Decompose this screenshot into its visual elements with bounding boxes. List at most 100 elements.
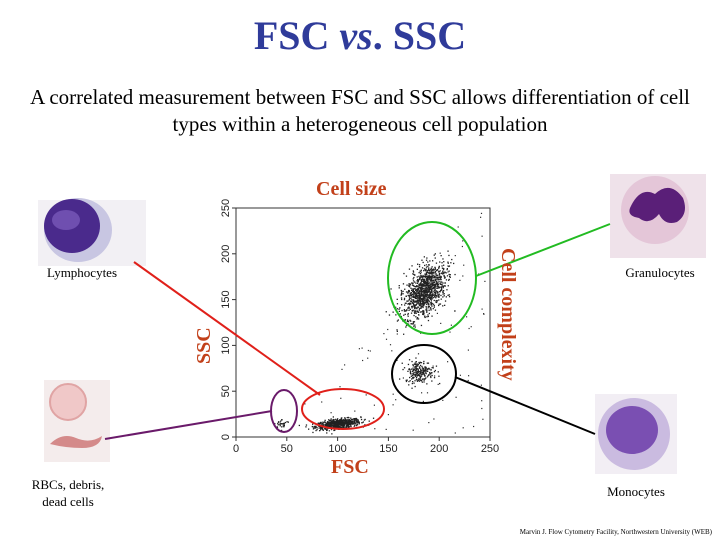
data-point [437, 293, 439, 295]
data-point [414, 373, 417, 376]
data-point [283, 422, 285, 424]
data-point [442, 268, 445, 271]
data-point [411, 307, 413, 309]
data-point [420, 307, 422, 309]
data-point [334, 422, 337, 424]
data-point [422, 284, 424, 286]
data-point [435, 279, 437, 282]
data-point [338, 422, 340, 424]
data-point [448, 278, 450, 281]
data-point [357, 420, 359, 422]
x-tick-label: 200 [430, 443, 448, 455]
data-point [428, 269, 431, 271]
data-point [409, 297, 411, 299]
fsc-axis-label: FSC [331, 456, 369, 478]
data-point [326, 423, 328, 425]
data-point [428, 305, 430, 307]
data-point [343, 422, 345, 424]
data-point [411, 370, 414, 372]
data-point [412, 374, 414, 376]
data-point [418, 275, 420, 277]
data-point [420, 300, 422, 303]
data-point [435, 301, 437, 303]
data-point [421, 286, 423, 288]
data-point [443, 261, 445, 263]
data-point [414, 367, 416, 369]
data-point [408, 298, 411, 300]
data-point [369, 350, 371, 352]
data-point [444, 304, 446, 306]
data-point [430, 294, 432, 296]
data-point [326, 429, 328, 432]
data-point [415, 289, 417, 292]
data-point [430, 290, 433, 292]
data-point [418, 380, 420, 382]
data-point [316, 429, 318, 431]
data-point [421, 365, 423, 368]
data-point [353, 420, 356, 423]
data-point [430, 369, 432, 371]
data-point [442, 282, 444, 284]
data-point [435, 277, 438, 279]
data-point [405, 302, 407, 304]
data-point [321, 401, 323, 403]
data-point [442, 287, 444, 289]
data-point [421, 367, 424, 369]
data-point [419, 361, 421, 363]
data-point [281, 419, 283, 421]
data-point [426, 307, 428, 309]
data-point [415, 366, 418, 368]
data-point [420, 276, 422, 278]
data-point [480, 212, 483, 214]
data-point [318, 422, 321, 424]
y-tick-label: 0 [220, 434, 232, 440]
data-point [417, 299, 419, 301]
data-point [412, 376, 414, 379]
data-point [324, 428, 326, 430]
data-point [438, 272, 441, 275]
data-point [421, 374, 423, 376]
data-point [423, 372, 425, 374]
data-point [280, 423, 282, 425]
data-point [403, 299, 406, 301]
data-point [433, 304, 435, 307]
data-point [425, 301, 427, 304]
data-point [422, 400, 424, 402]
data-point [412, 365, 415, 367]
data-point [454, 273, 456, 276]
data-point [385, 428, 387, 430]
data-point [417, 310, 419, 313]
data-point [419, 303, 421, 305]
data-point [443, 293, 445, 295]
data-point [327, 422, 329, 424]
data-point [449, 275, 451, 277]
data-point [448, 294, 450, 296]
data-point [402, 377, 404, 379]
data-point [440, 272, 442, 275]
data-point [481, 235, 483, 237]
data-point [432, 282, 434, 284]
data-point [411, 265, 413, 267]
data-point [418, 266, 421, 268]
data-point [433, 272, 435, 274]
data-point [433, 287, 435, 289]
data-point [353, 418, 355, 420]
data-point [311, 425, 313, 428]
data-point [416, 300, 419, 302]
data-point [298, 424, 300, 427]
data-point [412, 290, 414, 293]
data-point [422, 370, 424, 372]
data-point [428, 374, 430, 376]
data-point [438, 303, 440, 305]
data-point [344, 364, 346, 366]
data-point [342, 421, 344, 423]
data-point [426, 302, 428, 304]
data-point [434, 369, 436, 372]
data-point [416, 280, 418, 282]
data-point [417, 301, 419, 303]
data-point [392, 404, 394, 406]
data-point [354, 425, 356, 427]
data-point [396, 308, 398, 310]
data-point [443, 264, 445, 266]
data-point [344, 420, 346, 422]
